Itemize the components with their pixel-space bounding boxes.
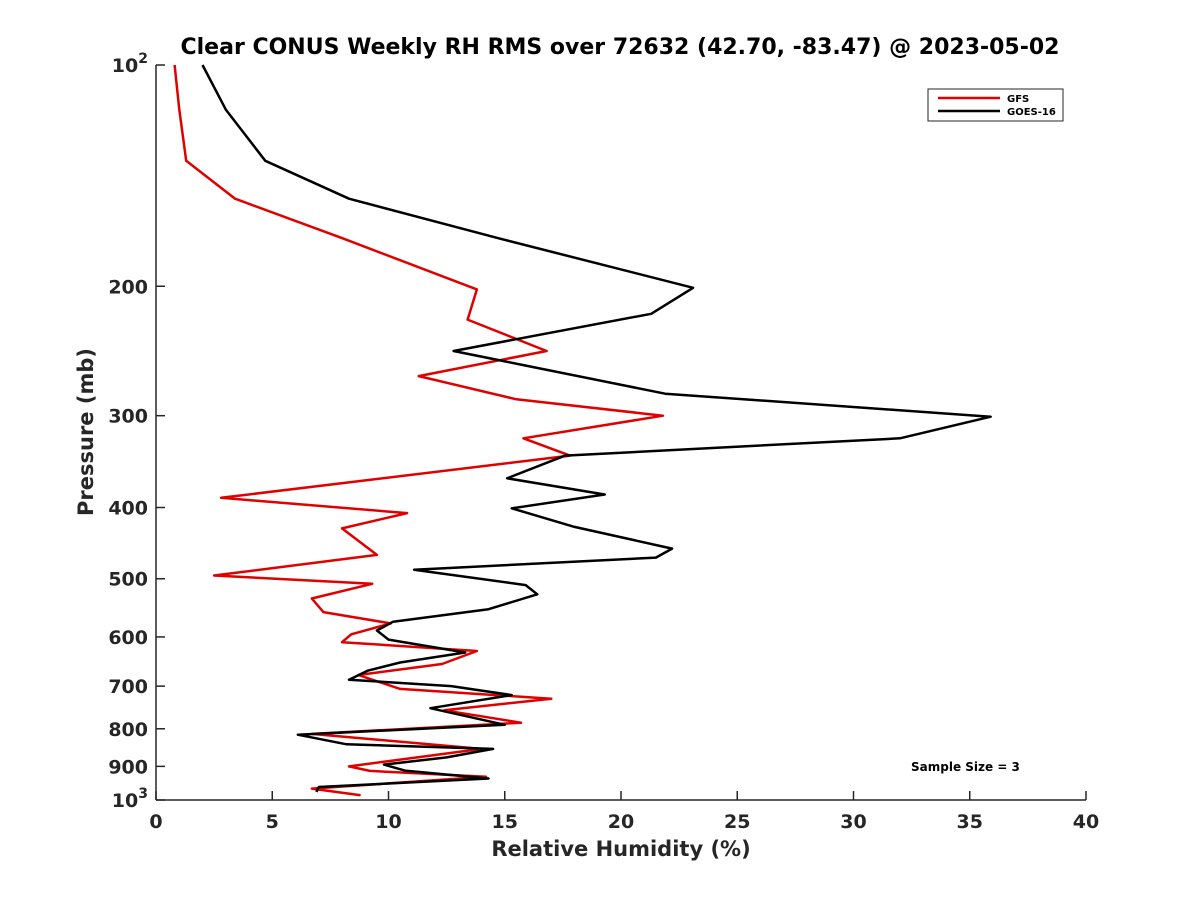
x-tick-label: 35: [957, 811, 983, 833]
y-tick-label: 700: [108, 676, 148, 698]
x-tick-label: 5: [266, 811, 279, 833]
x-tick-label: 30: [840, 811, 866, 833]
y-axis-label: Pressure (mb): [74, 348, 98, 516]
plot-area: 0 5 10 15 20 25 30 35 40 102 200 300 400 500 600 700 80…: [108, 51, 1099, 833]
x-tick-label: 15: [492, 811, 518, 833]
y-tick-label: 300: [108, 406, 148, 428]
y-tick-label: 200: [108, 276, 148, 298]
x-tick-label: 10: [375, 811, 401, 833]
y-tick-label: 600: [108, 627, 148, 649]
series-line-goes-16: [201, 64, 992, 793]
y-tick-label: 900: [108, 756, 148, 778]
y-ticks: 102 200 300 400 500 600 700 800 900 103: [108, 51, 165, 812]
x-tick-label: 40: [1073, 811, 1099, 833]
x-tick-label: 0: [149, 811, 162, 833]
y-tick-label: 102: [112, 51, 148, 77]
series-layer: [173, 64, 992, 797]
x-axis-label: Relative Humidity (%): [491, 837, 750, 861]
y-tick-label: 500: [108, 569, 148, 591]
y-tick-label: 800: [108, 719, 148, 741]
legend-label: GOES-16: [1007, 107, 1056, 118]
y-tick-label: 400: [108, 498, 148, 520]
x-ticks: 0 5 10 15 20 25 30 35 40: [149, 791, 1099, 833]
legend: GFS GOES-16: [927, 88, 1064, 122]
x-tick-label: 20: [608, 811, 634, 833]
legend-label: GFS: [1007, 94, 1029, 105]
chart-title: Clear CONUS Weekly RH RMS over 72632 (42…: [181, 35, 1060, 60]
legend-box: [927, 88, 1064, 122]
sample-size-annotation: Sample Size = 3: [911, 760, 1020, 774]
y-tick-label: 103: [112, 786, 148, 812]
x-tick-label: 25: [724, 811, 750, 833]
